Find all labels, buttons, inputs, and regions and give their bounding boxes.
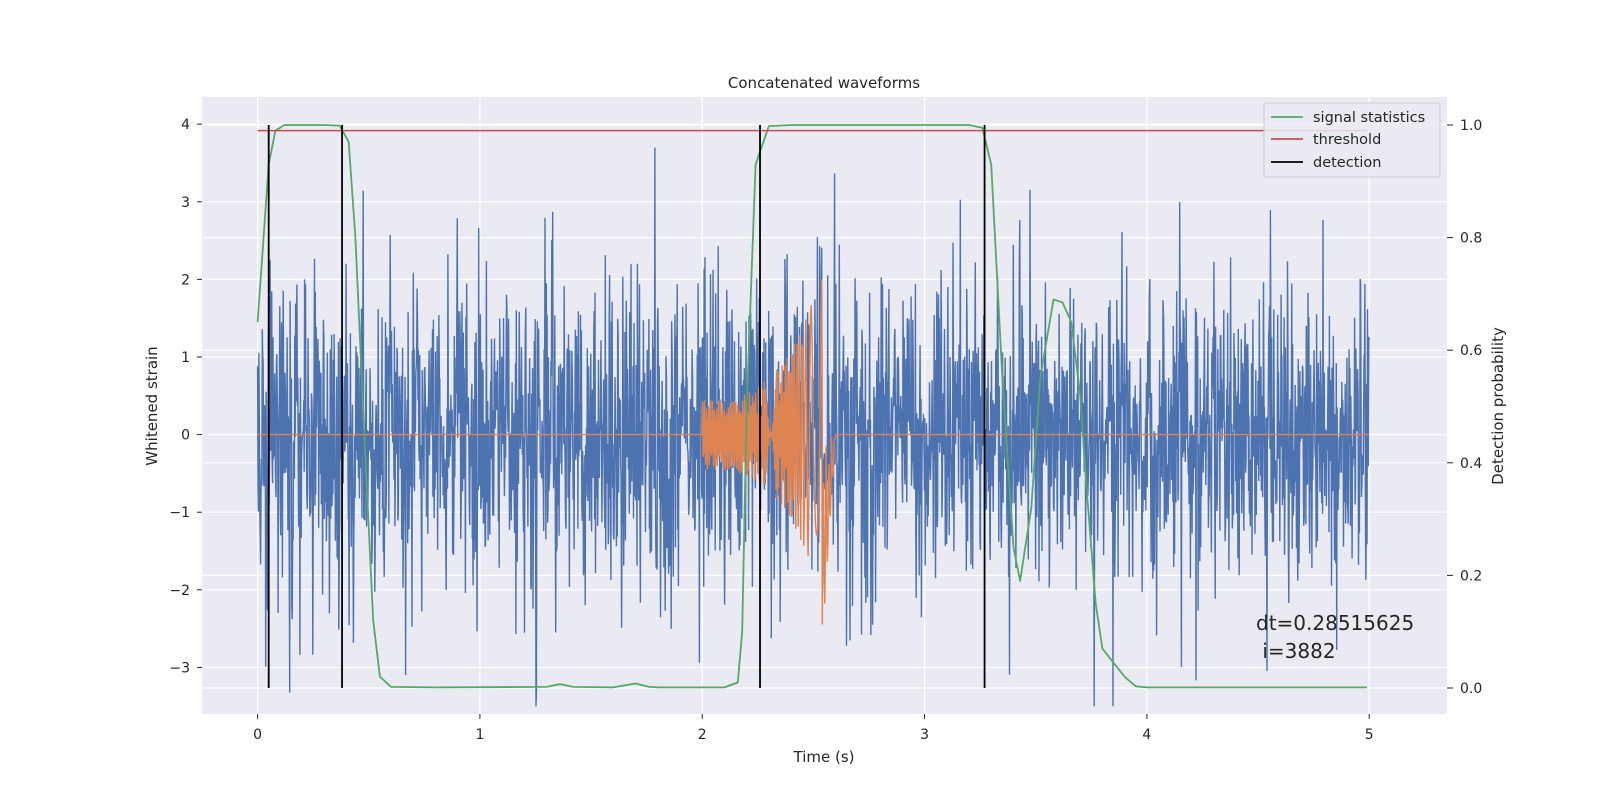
annotation-i: i=3882 [1256,639,1336,663]
x-axis-label: Time (s) [793,748,855,766]
x-tick-label: 5 [1365,727,1374,743]
chart-title: Concatenated waveforms [728,74,920,92]
y-left-tick-label: −2 [169,583,190,599]
y-right-tick-label: 0.0 [1460,681,1482,697]
y-left-tick-label: 2 [181,272,190,288]
x-tick-label: 2 [698,727,707,743]
x-tick-label: 0 [253,727,262,743]
y-left-tick-label: −3 [169,660,190,676]
plot-data [256,124,1370,707]
x-tick-label: 1 [475,727,484,743]
legend-label-signal-statistics: signal statistics [1313,110,1425,126]
y-left-tick-label: 3 [181,195,190,211]
y-left-tick-label: −1 [169,505,190,521]
y-axis-left-label: Whitened strain [143,346,161,465]
y-left-tick-label: 4 [181,117,190,133]
legend-label-detection: detection [1313,155,1381,171]
signal-statistics-line [256,124,1367,689]
legend-frame [1263,102,1441,178]
y-right-tick-label: 0.4 [1460,456,1482,472]
template-series-line [257,279,1370,625]
y-right-tick-label: 0.2 [1460,568,1482,584]
y-left-tick-label: 0 [181,428,190,444]
annotation-dt: dt=0.28515625 [1256,611,1414,635]
y-right-tick-label: 0.8 [1460,231,1482,247]
legend-label-threshold: threshold [1313,132,1381,148]
y-left-tick-label: 1 [181,350,190,366]
legend: signal statistics threshold detection [1263,102,1441,178]
x-tick-label: 4 [1142,727,1151,743]
tick-labels: 0 1 2 3 4 5 −3 −2 −1 0 1 2 3 4 0.0 0.2 0.4 0.6 0.8 1.0 [169,117,1482,743]
y-right-tick-label: 0.6 [1460,343,1482,359]
y-right-tick-label: 1.0 [1460,118,1482,134]
y-axis-right-label: Detection probability [1489,327,1507,485]
x-tick-label: 3 [920,727,929,743]
